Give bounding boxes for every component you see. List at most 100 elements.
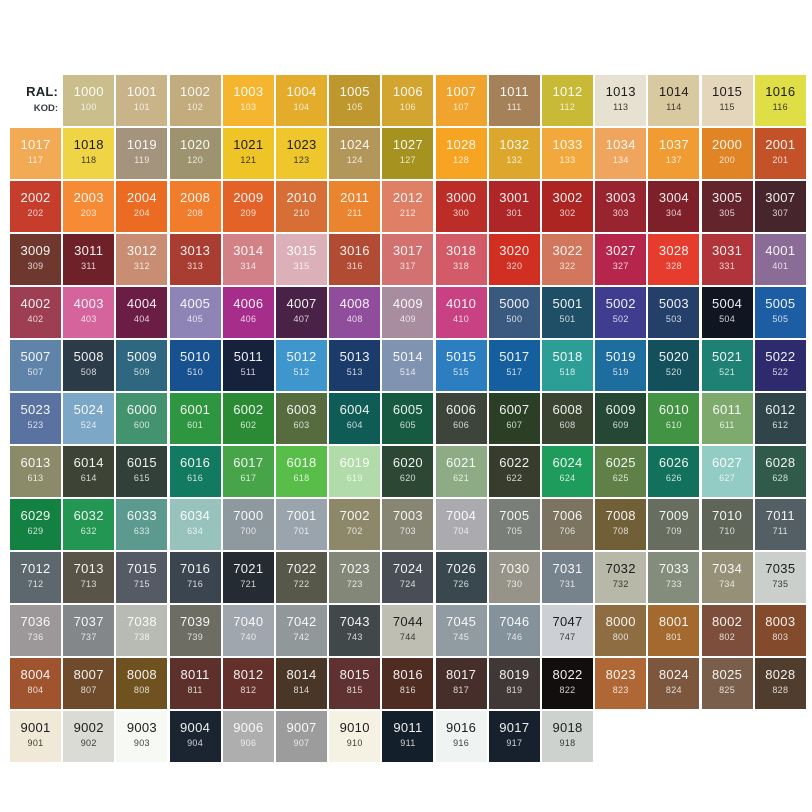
ral-swatch-7026: 7026 726: [435, 552, 487, 603]
kod-number: 800: [612, 632, 629, 642]
ral-number: 8008: [126, 667, 157, 682]
kod-number: 316: [346, 261, 363, 271]
kod-number: 906: [240, 738, 257, 748]
kod-number: 724: [399, 579, 416, 589]
ral-number: 7005: [499, 508, 530, 523]
kod-number: 612: [772, 420, 789, 430]
ral-swatch-4001: 4001 401: [754, 234, 806, 285]
ral-number: 1037: [658, 137, 689, 152]
ral-number: 5012: [286, 349, 317, 364]
ral-swatch-7030: 7030 730: [488, 552, 540, 603]
ral-swatch-7045: 7045 745: [435, 605, 487, 656]
kod-number: 621: [453, 473, 470, 483]
ral-number: 7000: [233, 508, 264, 523]
kod-number: 910: [346, 738, 363, 748]
ral-swatch-8012: 8012 812: [222, 658, 274, 709]
ral-swatch-3015: 3015 315: [276, 234, 327, 285]
kod-number: 822: [559, 685, 576, 695]
kod-number: 112: [559, 102, 576, 112]
ral-number: 1016: [765, 84, 796, 99]
ral-number: 6010: [658, 402, 689, 417]
ral-swatch-1004: 1004 104: [276, 75, 327, 126]
kod-number: 605: [399, 420, 416, 430]
ral-number: 6025: [605, 455, 636, 470]
ral-number: 2008: [180, 190, 211, 205]
ral-swatch-7042: 7042 742: [276, 605, 327, 656]
ral-number: 5023: [20, 402, 51, 417]
kod-number: 509: [133, 367, 150, 377]
ral-swatch-3012: 3012 312: [116, 234, 168, 285]
ral-number: 9017: [499, 720, 530, 735]
kod-number: 917: [506, 738, 523, 748]
ral-swatch-7003: 7003 703: [382, 499, 434, 550]
ral-swatch-6024: 6024 624: [542, 446, 593, 497]
kod-number: 501: [559, 314, 576, 324]
ral-number: 8002: [712, 614, 743, 629]
ral-swatch-6016: 6016 616: [169, 446, 221, 497]
ral-number: 5010: [180, 349, 211, 364]
kod-number: 726: [453, 579, 470, 589]
ral-number: 6002: [233, 402, 264, 417]
kod-number: 801: [665, 632, 682, 642]
kod-number: 301: [506, 208, 523, 218]
ral-number: 4005: [180, 296, 211, 311]
ral-number: 6004: [339, 402, 370, 417]
ral-number: 9018: [552, 720, 583, 735]
ral-swatch-2001: 2001 201: [754, 128, 806, 179]
ral-number: 7046: [499, 614, 530, 629]
kod-number: 823: [612, 685, 629, 695]
ral-number: 1014: [658, 84, 689, 99]
ral-swatch-7023: 7023 723: [329, 552, 381, 603]
kod-number: 808: [133, 685, 150, 695]
ral-swatch-3018: 3018 318: [435, 234, 487, 285]
ral-number: 7013: [73, 561, 104, 576]
kod-number: 318: [453, 261, 470, 271]
ral-number: 5004: [712, 296, 743, 311]
ral-number: 3018: [446, 243, 477, 258]
ral-number: 1033: [552, 137, 583, 152]
ral-number: 8023: [605, 667, 636, 682]
ral-number: 5024: [73, 402, 104, 417]
kod-number: 626: [665, 473, 682, 483]
ral-number: 5009: [126, 349, 157, 364]
ral-swatch-7009: 7009 709: [648, 499, 700, 550]
ral-number: 1032: [499, 137, 530, 152]
ral-number: 4002: [20, 296, 51, 311]
ral-number: 7026: [446, 561, 477, 576]
kod-number: 701: [293, 526, 310, 536]
ral-number: 8028: [765, 667, 796, 682]
ral-swatch-3004: 3004 304: [648, 181, 700, 232]
ral-swatch-5012: 5012 512: [276, 340, 327, 391]
ral-number: 1027: [392, 137, 423, 152]
ral-number: 6034: [180, 508, 211, 523]
kod-number: 523: [27, 420, 44, 430]
kod-number: 628: [772, 473, 789, 483]
ral-swatch-7037: 7037 737: [63, 605, 115, 656]
ral-swatch-9016: 9016 916: [435, 711, 487, 762]
ral-swatch-3027: 3027 327: [595, 234, 647, 285]
kod-number: 615: [133, 473, 150, 483]
ral-swatch-5003: 5003 503: [648, 287, 700, 338]
ral-swatch-2011: 2011 211: [329, 181, 381, 232]
ral-swatch-3028: 3028 328: [648, 234, 700, 285]
ral-number: 8024: [658, 667, 689, 682]
kod-number: 828: [772, 685, 789, 695]
ral-number: 2003: [73, 190, 104, 205]
ral-swatch-1019: 1019 119: [116, 128, 168, 179]
kod-number: 201: [772, 155, 789, 165]
ral-number: 9016: [446, 720, 477, 735]
kod-number: 518: [559, 367, 576, 377]
ral-number: 9007: [286, 720, 317, 735]
kod-number: 119: [134, 155, 150, 165]
ral-swatch-3031: 3031 331: [701, 234, 753, 285]
kod-number: 604: [346, 420, 363, 430]
ral-swatch-5013: 5013 513: [329, 340, 381, 391]
ral-number: 6026: [658, 455, 689, 470]
ral-swatch-6000: 6000 600: [116, 393, 168, 444]
ral-swatch-6029: 6029 629: [10, 499, 61, 550]
ral-number: 7047: [552, 614, 583, 629]
ral-number: 2011: [340, 190, 370, 205]
ral-swatch-7040: 7040 740: [222, 605, 274, 656]
kod-number: 634: [187, 526, 204, 536]
